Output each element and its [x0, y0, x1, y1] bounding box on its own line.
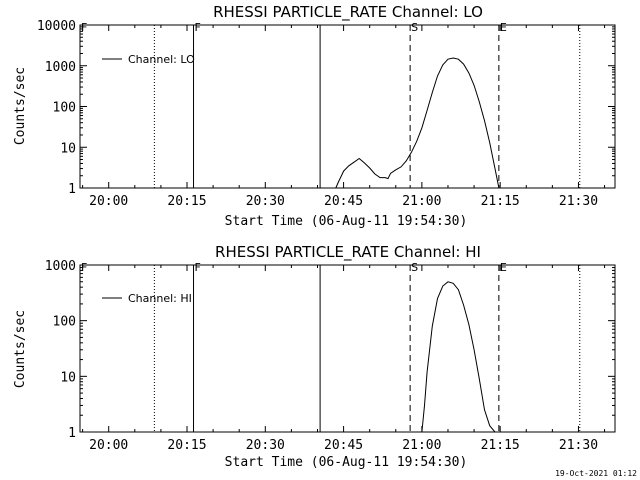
lo-legend: Channel: LO — [102, 53, 195, 66]
hi-panel-title: RHESSI PARTICLE_RATE Channel: HI — [215, 243, 481, 262]
hi-y-axis: 1 10 100 1000 — [45, 259, 615, 441]
hi-event-marker-label: E — [500, 261, 507, 274]
plot-timestamp: 19-Oct-2021 01:12 — [555, 469, 637, 478]
lo-legend-label: Channel: LO — [128, 53, 195, 66]
lo-event-marker-label: F — [195, 21, 201, 34]
hi-series-line — [421, 281, 496, 433]
lo-y-axis: 1 10 100 1000 10000 — [37, 19, 615, 197]
hi-y-tick-label: 10 — [60, 370, 76, 385]
lo-y-tick-label: 100 — [53, 101, 76, 116]
lo-x-tick-label: 20:30 — [246, 194, 285, 209]
lo-event-marker-label: S — [411, 21, 418, 34]
hi-x-tick-label: 21:00 — [402, 438, 441, 453]
hi-x-axis: 20:00 20:15 20:30 20:45 21:00 21:15 21:30 — [82, 265, 606, 453]
lo-x-tick-label: 20:45 — [324, 194, 363, 209]
hi-legend-label: Channel: HI — [128, 292, 192, 305]
lo-x-tick-label: 21:00 — [402, 194, 441, 209]
lo-x-tick-label: 20:00 — [89, 194, 128, 209]
hi-x-tick-label: 20:45 — [324, 438, 363, 453]
hi-y-tick-label: 1 — [68, 426, 76, 441]
lo-x-tick-label: 21:30 — [559, 194, 598, 209]
lo-y-tick-label: 1 — [68, 182, 76, 197]
lo-y-axis-label: Counts/sec — [13, 67, 28, 145]
lo-x-axis: 20:00 20:15 20:30 20:45 21:00 21:15 21:30 — [82, 25, 606, 209]
lo-y-tick-label: 1000 — [45, 60, 76, 75]
lo-series-line — [335, 57, 500, 189]
lo-panel-title: RHESSI PARTICLE_RATE Channel: LO — [213, 3, 483, 22]
lo-x-tick-label: 21:15 — [481, 194, 520, 209]
lo-y-tick-label: 10000 — [37, 19, 76, 34]
hi-x-tick-label: 20:00 — [89, 438, 128, 453]
hi-event-marker-label: F — [81, 261, 87, 274]
lo-x-axis-label: Start Time (06-Aug-11 19:54:30) — [225, 214, 468, 229]
hi-event-marker-label: F — [195, 261, 201, 274]
hi-channel-panel: RHESSI PARTICLE_RATE Channel: HI F F S E 20… — [13, 243, 616, 470]
lo-event-marker-label: F — [81, 21, 87, 34]
lo-event-marker-label: E — [500, 21, 507, 34]
hi-x-tick-label: 20:15 — [167, 438, 206, 453]
lo-y-tick-label: 10 — [60, 141, 76, 156]
hi-x-tick-label: 20:30 — [246, 438, 285, 453]
hi-legend: Channel: HI — [102, 292, 192, 305]
lo-x-tick-label: 20:15 — [167, 194, 206, 209]
lo-channel-panel: RHESSI PARTICLE_RATE Channel: LO F F S E 20… — [13, 3, 616, 229]
hi-x-tick-label: 21:15 — [481, 438, 520, 453]
hi-x-tick-label: 21:30 — [559, 438, 598, 453]
hi-y-tick-label: 1000 — [45, 259, 76, 274]
hi-plot-frame — [79, 264, 616, 433]
hi-y-axis-label: Counts/sec — [13, 310, 28, 388]
hi-y-tick-label: 100 — [53, 315, 76, 330]
hi-event-marker-label: S — [411, 261, 418, 274]
hi-x-axis-label: Start Time (06-Aug-11 19:54:30) — [225, 455, 468, 470]
